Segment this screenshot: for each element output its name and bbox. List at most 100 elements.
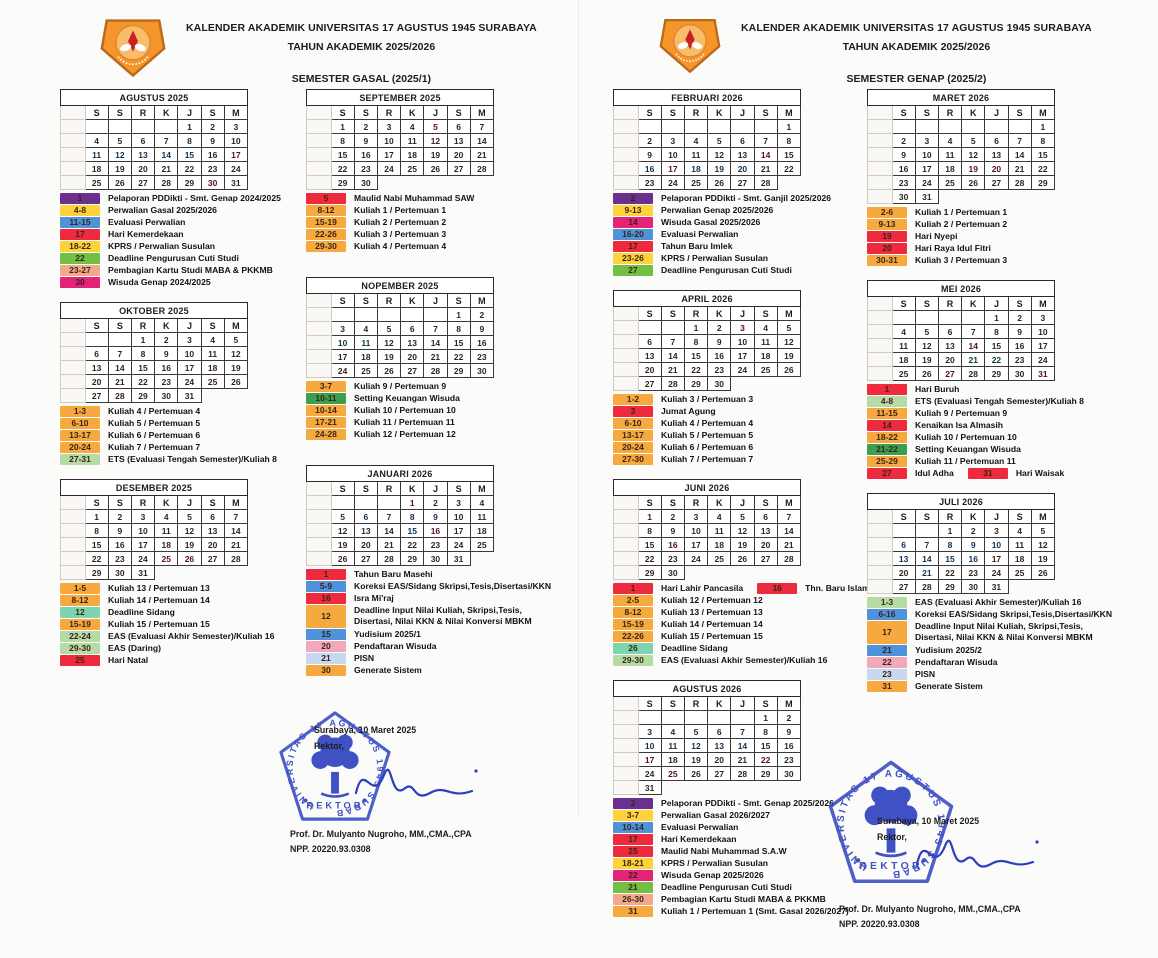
day-cell: 2 [353, 119, 378, 134]
month-title-row: APRIL 2026 [613, 290, 801, 307]
month-calendar: JANUARI 2026 S S R K J S M 1 2 3 4 5 6 7 8 9 10 11 12 13 14 15… [306, 465, 495, 566]
day-header-cell: M [1030, 105, 1056, 120]
legend-label: Evaluasi Perwalian [108, 217, 186, 227]
legend-row: 9-13 Perwalian Genap 2025/2026 [613, 205, 801, 216]
spacer-cell [60, 161, 86, 176]
legend-swatch: 25-29 [867, 456, 907, 467]
day-cell: 27 [200, 551, 225, 566]
day-cell: 23 [469, 349, 495, 364]
legend-swatch: 29-30 [60, 643, 100, 654]
day-cell: 15 [683, 348, 709, 363]
legend-row: 23 PISN [867, 669, 1055, 680]
day-header-cell: S [200, 495, 225, 510]
month-title-row: MARET 2026 [867, 89, 1055, 106]
spacer-cell [867, 105, 893, 120]
month-title-row: FEBRUARI 2026 [613, 89, 801, 106]
legend-label: Kuliah 1 / Pertemuan 1 (Smt. Gasal 2026/… [661, 906, 849, 916]
legend-swatch: 31 [967, 468, 1008, 479]
void-cell [985, 190, 1008, 204]
day-cell: 25 [683, 175, 709, 190]
day-cell: 6 [637, 334, 662, 349]
legend-swatch: 17 [867, 621, 907, 644]
day-cell: 18 [683, 161, 709, 176]
day-cell: 18 [200, 360, 225, 375]
day-cell: 12 [707, 147, 732, 162]
legend-row: 18-22 KPRS / Perwalian Susulan [60, 241, 248, 252]
day-cell: 2 [107, 509, 132, 524]
week-row: 18 19 20 21 22 23 24 [60, 161, 249, 176]
legend-label: Kuliah 6 / Pertemuan 6 [108, 430, 201, 440]
legend-swatch: 12 [60, 607, 100, 618]
legend-swatch: 13-17 [613, 430, 653, 441]
day-cell: 30 [353, 175, 378, 190]
day-header-cell: S [891, 296, 916, 311]
calendar-column: FEBRUARI 2026 S S R K J S M 1 2 3 4 5 6 7 8 9 10 11 12 13 14 1… [613, 89, 870, 958]
day-cell: 26 [730, 551, 755, 566]
day-cell: 21 [914, 565, 939, 580]
day-header-cell: S [1007, 296, 1032, 311]
spacer-cell [306, 321, 332, 336]
day-cell: 14 [423, 335, 448, 350]
legend-label: Kuliah 6 / Pertemuan 6 [661, 442, 754, 452]
rector-stamp: UNIVERSITAS 17 AGUSTUS 1945 SURABAYAREKT… [272, 701, 394, 832]
legend-label: PISN [915, 669, 936, 679]
day-cell: 17 [730, 348, 755, 363]
day-cell: 22 [84, 551, 109, 566]
day-cell: 5 [330, 509, 355, 524]
day-cell [984, 119, 1009, 134]
day-cell: 16 [637, 161, 662, 176]
legend-swatch: 16 [306, 593, 346, 604]
day-cell: 12 [223, 346, 249, 361]
void-cell [661, 781, 684, 795]
day-cell: 20 [446, 147, 471, 162]
month-legend: 3-7 Kuliah 9 / Pertemuan 9 10-11 Setting Ke… [306, 381, 494, 440]
legend-label: Kuliah 11 / Pertemuan 11 [915, 456, 1016, 466]
legend-row: 10-14 Evaluasi Perwalian [613, 822, 801, 833]
day-cell: 12 [776, 334, 802, 349]
day-cell: 21 [154, 161, 179, 176]
legend-swatch: 31 [613, 906, 653, 917]
legend-label: ETS (Evaluasi Tengah Semester)/Kuliah 8 [108, 454, 277, 464]
day-cell: 20 [353, 537, 378, 552]
day-header-cell: S [660, 495, 685, 510]
void-cell [777, 781, 800, 795]
day-cell: 22 [177, 161, 202, 176]
day-cell: 22 [1030, 161, 1056, 176]
legend-label: Yudisium 2025/2 [915, 645, 982, 655]
legend-swatch: 18-22 [867, 432, 907, 443]
legend-swatch: 5-9 [306, 581, 346, 592]
month-block: AGUSTUS 2025 S S R K J S M 1 2 3 4 5 6 7 8 9 10 11 12 13 14 15… [60, 89, 281, 289]
day-cell: 14 [961, 338, 986, 353]
legend-label: Evaluasi Perwalian [661, 229, 739, 239]
day-cell: 12 [107, 147, 132, 162]
day-header-cell: S [753, 105, 778, 120]
week-row: 19 20 21 22 23 24 25 [306, 537, 495, 552]
spacer-cell [60, 388, 86, 403]
legend-row: 17 Hari Kemerdekaan [60, 229, 248, 240]
university-logo [659, 19, 721, 74]
day-cell: 16 [961, 551, 986, 566]
month-calendar: DESEMBER 2025 S S R K J S M 1 2 3 4 5 6 7 8 9 10 11 12 13 14 1… [60, 479, 249, 580]
day-cell: 13 [707, 738, 732, 753]
week-row: 4 5 6 7 8 9 10 [60, 133, 249, 148]
day-cell: 1 [637, 509, 662, 524]
legend-row: 8-12 Kuliah 13 / Pertemuan 13 [613, 607, 801, 618]
legend-label: Kuliah 14 / Pertemuan 14 [661, 619, 763, 629]
month-title-row: JULI 2026 [867, 493, 1055, 510]
spacer-cell [867, 296, 893, 311]
legend-label: Deadline Pengurusan Cuti Studi [661, 882, 792, 892]
day-cell: 1 [130, 332, 156, 347]
legend-swatch: 15-19 [306, 217, 346, 228]
day-cell: 23 [961, 565, 986, 580]
legend-label: Hari Natal [108, 655, 149, 665]
legend-row: 16 Isra Mi'raj [306, 593, 494, 604]
legend-row: 17-21 Kuliah 11 / Pertemuan 11 [306, 417, 494, 428]
day-cell: 3 [223, 119, 249, 134]
spacer-cell [613, 724, 639, 739]
semester-title: SEMESTER GENAP (2025/2) [846, 73, 987, 85]
day-cell: 19 [376, 349, 402, 364]
spacer-cell [60, 551, 86, 566]
